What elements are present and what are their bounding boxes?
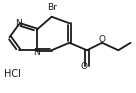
Text: N: N bbox=[15, 19, 22, 28]
Text: O: O bbox=[80, 62, 87, 71]
Text: HCl: HCl bbox=[4, 69, 21, 79]
Text: Br: Br bbox=[47, 3, 57, 12]
Text: O: O bbox=[98, 35, 106, 44]
Text: N: N bbox=[33, 48, 40, 57]
